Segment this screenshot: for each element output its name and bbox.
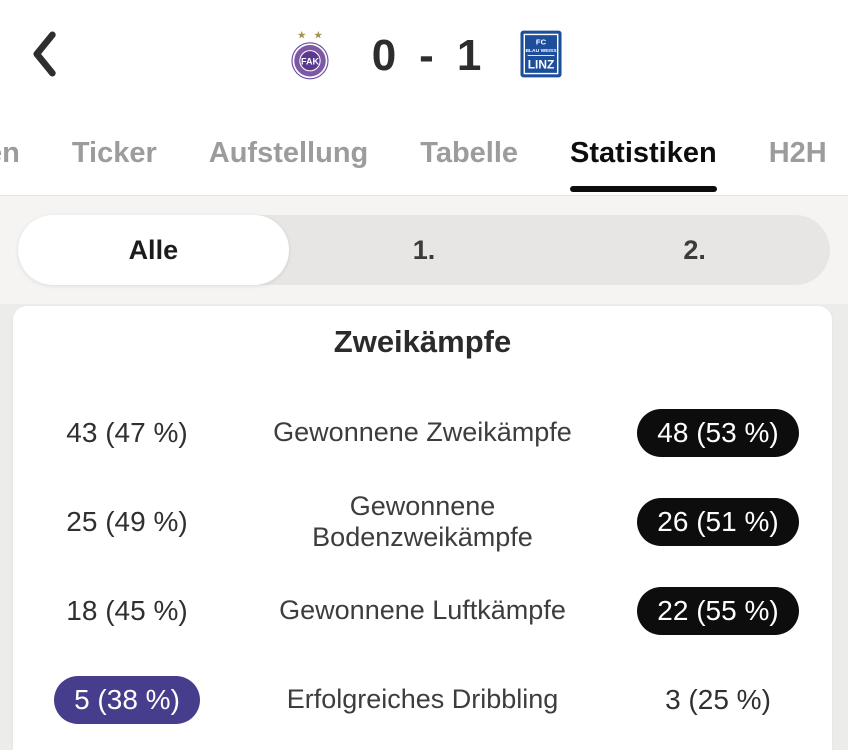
page-background: Zweikämpfe 43 (47 %) Gewonnene Zweikämpf… [0, 304, 848, 750]
stat-rows: 43 (47 %) Gewonnene Zweikämpfe 48 (53 %)… [13, 388, 832, 744]
chevron-left-icon [29, 30, 59, 81]
svg-text:★: ★ [313, 29, 322, 41]
tab-ticker[interactable]: Ticker [71, 137, 157, 169]
away-stat-value: 3 (25 %) [665, 683, 771, 715]
tab-h2h[interactable]: H2H [768, 137, 827, 169]
away-badge-line1: FC [536, 37, 547, 46]
home-stat-value-winner-pill: 5 (38 %) [54, 675, 200, 724]
home-stat-value: 43 (47 %) [66, 416, 188, 448]
stats-card: Zweikämpfe 43 (47 %) Gewonnene Zweikämpf… [13, 306, 832, 750]
back-button[interactable] [26, 30, 62, 80]
tab-partial[interactable]: en [0, 137, 20, 169]
score-separator: - [419, 31, 435, 80]
stat-row-dribbling: 5 (38 %) Erfolgreiches Dribbling 3 (25 %… [13, 655, 832, 744]
segment-first-half[interactable]: 1. [412, 234, 436, 265]
section-title: Zweikämpfe [333, 324, 512, 359]
svg-text:★: ★ [297, 29, 306, 41]
away-stat-value-winner-pill: 22 (55 %) [637, 586, 799, 635]
stat-label: Gewonnene Luftkämpfe [279, 595, 566, 625]
home-stat-value: 25 (49 %) [66, 505, 188, 537]
score: 0 - 1 [372, 31, 483, 81]
tab-bar: en Ticker Aufstellung Tabelle Statistike… [0, 112, 848, 196]
home-team-badge-icon: ★ ★ FAK [286, 27, 334, 86]
match-header: ★ ★ FAK 0 - 1 FC BLAU WEISS LINZ [0, 0, 848, 112]
stat-label: Erfolgreiches Dribbling [286, 684, 559, 714]
stat-row-bodenzweikaempfe: 25 (49 %) Gewonnene Bodenzweikämpfe 26 (… [13, 477, 832, 566]
stat-row-luftkaempfe: 18 (45 %) Gewonnene Luftkämpfe 22 (55 %) [13, 566, 832, 655]
away-score: 1 [456, 31, 483, 80]
home-team-monogram: FAK [301, 56, 320, 66]
stat-row-zweikaempfe: 43 (47 %) Gewonnene Zweikämpfe 48 (53 %) [13, 388, 832, 477]
away-badge-line2: BLAU WEISS [526, 48, 558, 54]
tab-aufstellung[interactable]: Aufstellung [208, 137, 369, 169]
period-filter: Alle 1. 2. [18, 215, 830, 285]
away-stat-value-winner-pill: 48 (53 %) [637, 408, 799, 457]
tab-tabelle[interactable]: Tabelle [420, 137, 519, 169]
home-score: 0 [371, 31, 398, 80]
away-badge-line3: LINZ [528, 57, 555, 71]
segment-alle[interactable]: Alle [18, 215, 289, 285]
stat-label: Gewonnene Zweikämpfe [273, 417, 572, 447]
tab-statistiken[interactable]: Statistiken [570, 112, 717, 195]
stat-label: Gewonnene Bodenzweikämpfe [312, 490, 533, 552]
away-stat-value-winner-pill: 26 (51 %) [637, 497, 799, 546]
home-stat-value: 18 (45 %) [66, 594, 188, 626]
period-filter-strip: Alle 1. 2. [0, 196, 848, 304]
segment-second-half[interactable]: 2. [683, 234, 706, 265]
away-team-badge-icon: FC BLAU WEISS LINZ [520, 30, 562, 83]
